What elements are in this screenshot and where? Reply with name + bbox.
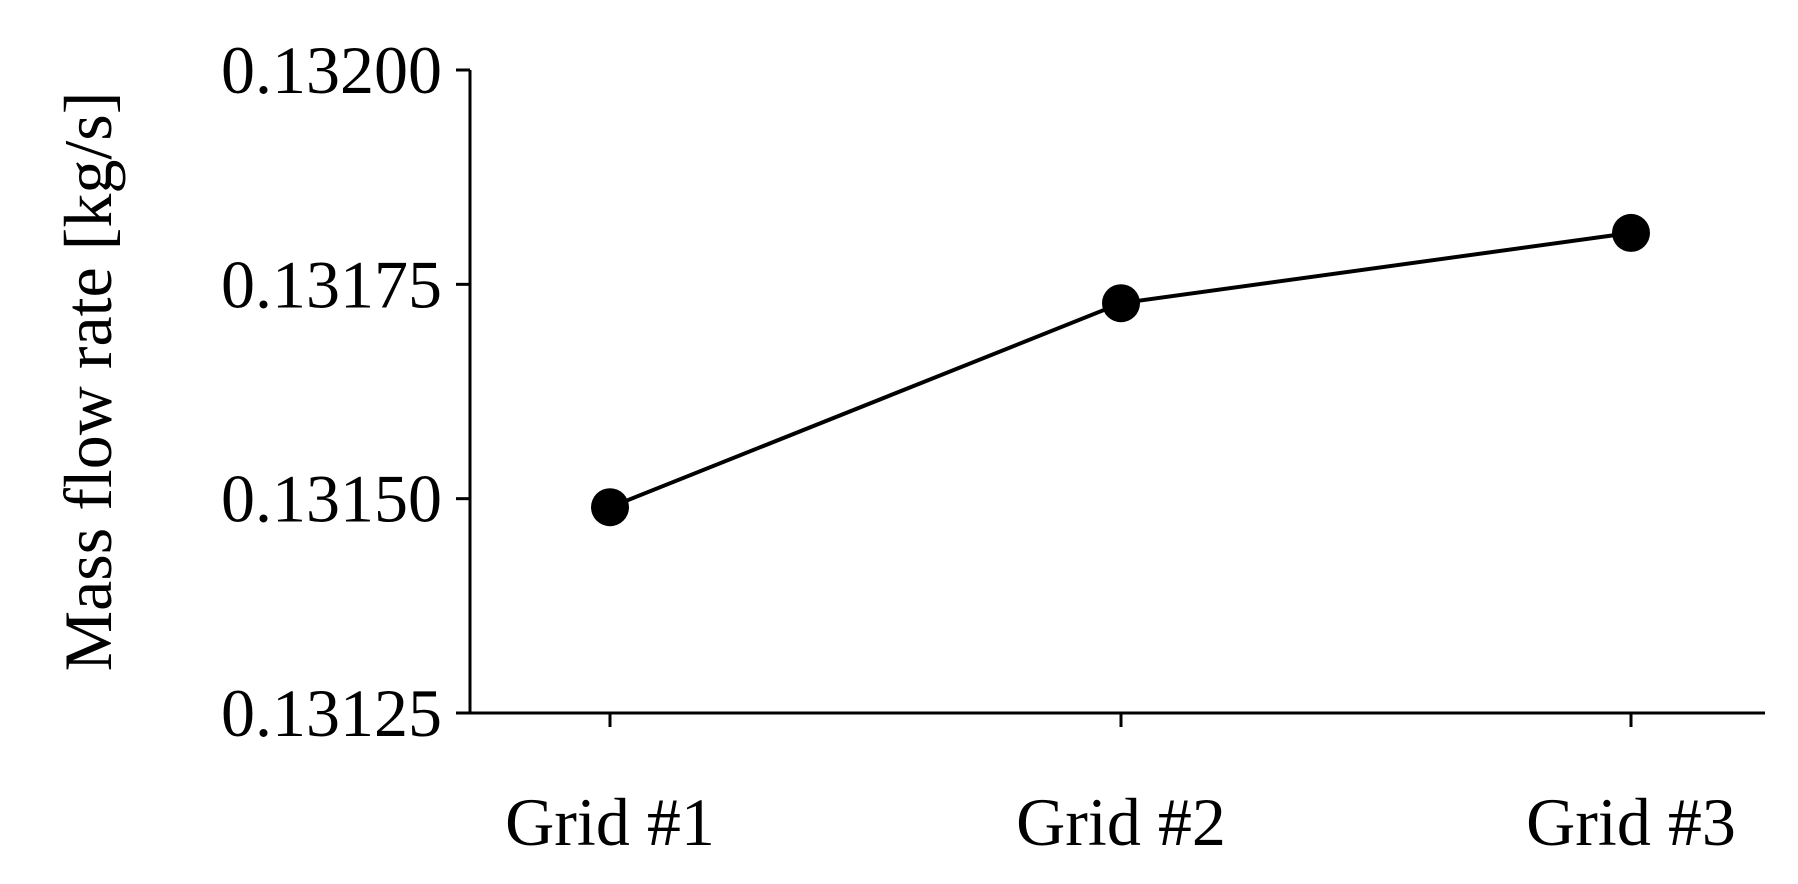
y-tick-label: 0.13200 bbox=[221, 32, 442, 108]
x-axis-ticks: Grid #1 Grid #2 Grid #3 bbox=[505, 713, 1736, 860]
y-tick-label: 0.13175 bbox=[221, 246, 442, 322]
x-tick-label: Grid #1 bbox=[505, 784, 715, 860]
series-line bbox=[609, 230, 1632, 510]
y-axis-ticks: 0.13125 0.13150 0.13175 0.13200 bbox=[221, 32, 470, 751]
data-point bbox=[591, 488, 629, 527]
data-point bbox=[1102, 284, 1140, 323]
series-mass-flow-rate bbox=[591, 213, 1650, 527]
data-point bbox=[1612, 213, 1650, 252]
y-tick-label: 0.13125 bbox=[221, 675, 442, 751]
x-tick-label: Grid #2 bbox=[1016, 784, 1226, 860]
y-axis-title: Mass flow rate [kg/s] bbox=[50, 92, 126, 672]
y-tick-label: 0.13150 bbox=[221, 461, 442, 537]
x-tick-label: Grid #3 bbox=[1526, 784, 1736, 860]
